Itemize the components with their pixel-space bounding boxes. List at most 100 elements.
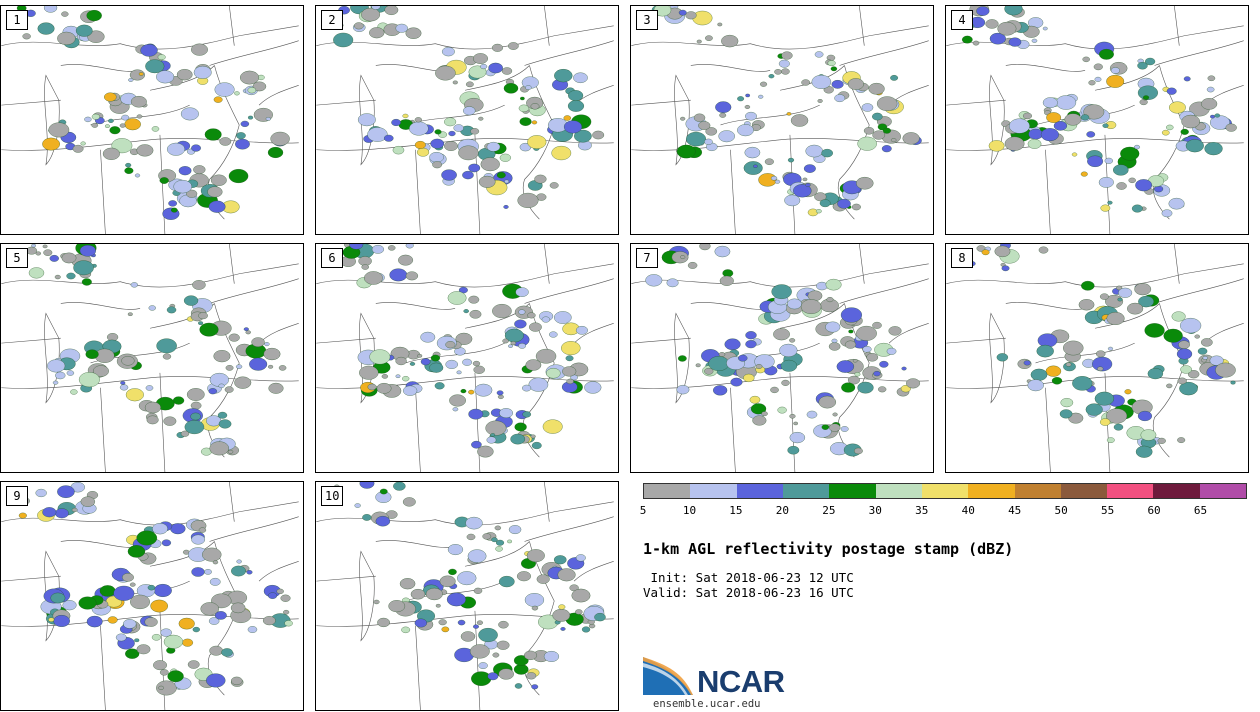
echo-blob xyxy=(264,342,270,347)
echo-blob xyxy=(749,395,761,404)
echo-blob xyxy=(432,161,442,169)
map-boundary xyxy=(316,99,376,106)
echo-blob xyxy=(186,388,205,401)
echo-blob xyxy=(248,115,254,120)
echo-blob xyxy=(1179,381,1198,396)
echo-blob xyxy=(840,307,862,323)
echo-blob xyxy=(367,383,377,391)
echo-blob xyxy=(510,341,517,346)
echo-blob xyxy=(180,107,199,121)
echo-blob xyxy=(761,411,768,417)
echo-blob xyxy=(1072,376,1093,391)
echo-blob xyxy=(514,683,523,689)
echo-blob xyxy=(837,198,851,209)
echo-blob xyxy=(54,508,69,519)
panel-number: 1 xyxy=(6,10,28,30)
echo-blob xyxy=(527,312,536,319)
echo-blob xyxy=(193,65,212,79)
echo-blob xyxy=(1106,437,1115,443)
echo-blob xyxy=(78,596,97,610)
echo-blob xyxy=(119,123,126,128)
echo-blob xyxy=(57,31,76,46)
echo-blob xyxy=(581,626,591,633)
map-panel-6: 6 xyxy=(315,243,619,473)
map-panel-8: 8 xyxy=(945,243,1249,473)
echo-blob xyxy=(1157,437,1166,444)
map-boundary xyxy=(839,278,929,304)
echo-blob xyxy=(1031,38,1038,43)
echo-blob xyxy=(124,167,134,174)
echo-blob xyxy=(246,570,253,575)
echo-blob xyxy=(410,588,426,600)
echo-blob xyxy=(228,169,249,184)
echo-blob xyxy=(718,130,735,143)
panel-number: 9 xyxy=(6,486,28,506)
echo-blob xyxy=(381,374,388,379)
echo-blob xyxy=(554,311,572,324)
map-panel-5: 5 xyxy=(0,243,304,473)
echo-blob xyxy=(367,127,388,142)
echo-blob xyxy=(353,22,364,30)
echo-blob xyxy=(170,523,186,535)
echo-blob xyxy=(519,117,532,126)
map-boundary xyxy=(375,302,456,310)
echo-blob xyxy=(392,146,405,155)
echo-blob xyxy=(543,651,560,662)
map-boundary xyxy=(149,541,215,567)
echo-blob xyxy=(847,375,860,385)
map-boundary xyxy=(415,387,421,472)
echo-blob xyxy=(395,23,408,33)
echo-blob xyxy=(744,105,751,109)
map-boundary xyxy=(779,303,845,329)
echo-blob xyxy=(439,575,456,588)
echo-blob xyxy=(764,158,774,165)
echo-blob xyxy=(414,141,426,149)
echo-blob xyxy=(724,338,741,351)
echo-blob xyxy=(508,344,513,348)
echo-blob xyxy=(1099,418,1111,426)
echo-blob xyxy=(373,599,380,605)
echo-blob xyxy=(1056,95,1077,110)
colorbar-tick-label: 40 xyxy=(961,504,975,517)
echo-blob xyxy=(498,620,509,629)
echo-blob xyxy=(1163,328,1183,343)
echo-blob xyxy=(513,655,529,666)
echo-blob xyxy=(93,365,109,377)
echo-blob xyxy=(722,269,734,278)
echo-blob xyxy=(1008,37,1022,47)
echo-blob xyxy=(487,672,499,681)
echo-blob xyxy=(1065,362,1072,367)
echo-blob xyxy=(1095,350,1106,358)
echo-blob xyxy=(1124,389,1132,395)
echo-blob xyxy=(434,382,445,390)
echo-blob xyxy=(48,617,55,622)
echo-blob xyxy=(563,115,572,121)
echo-blob xyxy=(471,671,492,686)
echo-blob xyxy=(529,322,542,332)
map-boundary xyxy=(631,99,691,106)
map-boundary xyxy=(690,64,771,72)
echo-blob xyxy=(831,80,844,89)
echo-blob xyxy=(520,96,525,101)
echo-blob xyxy=(371,245,384,254)
echo-blob xyxy=(1106,74,1125,88)
echo-blob xyxy=(37,22,55,35)
colorbar-segment xyxy=(829,484,876,498)
echo-blob xyxy=(120,381,126,385)
echo-blob xyxy=(499,408,513,418)
echo-blob xyxy=(369,27,385,39)
echo-blob xyxy=(270,131,290,146)
echo-blob xyxy=(1127,302,1144,315)
echo-blob xyxy=(182,638,194,647)
echo-blob xyxy=(1113,164,1129,176)
echo-blob xyxy=(145,385,154,391)
echo-blob xyxy=(714,245,731,258)
map-boundary xyxy=(209,40,299,66)
echo-blob xyxy=(1100,293,1109,300)
echo-blob xyxy=(745,340,757,349)
echo-blob xyxy=(513,664,529,675)
echo-blob xyxy=(225,365,234,371)
echo-blob xyxy=(147,584,156,591)
echo-blob xyxy=(125,648,140,659)
echo-blob xyxy=(468,408,484,420)
